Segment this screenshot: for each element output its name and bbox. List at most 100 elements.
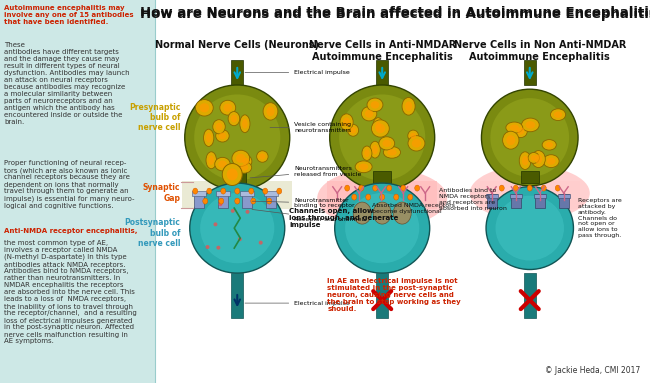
Ellipse shape <box>530 155 537 161</box>
Ellipse shape <box>532 151 545 168</box>
Text: Proper functioning of neural recep-
tors (which are also known as ionic
channel : Proper functioning of neural recep- tors… <box>4 160 135 209</box>
Bar <box>480 181 580 209</box>
Text: Electrical impulse: Electrical impulse <box>245 301 350 306</box>
Ellipse shape <box>365 110 373 118</box>
Ellipse shape <box>376 124 385 133</box>
Ellipse shape <box>242 158 249 165</box>
FancyBboxPatch shape <box>558 194 570 198</box>
Ellipse shape <box>196 100 213 116</box>
Ellipse shape <box>470 165 590 221</box>
Ellipse shape <box>547 158 556 165</box>
Ellipse shape <box>555 185 560 191</box>
FancyBboxPatch shape <box>266 192 276 208</box>
Ellipse shape <box>339 95 425 180</box>
FancyBboxPatch shape <box>231 60 243 85</box>
Ellipse shape <box>200 193 274 263</box>
Ellipse shape <box>335 183 430 273</box>
Ellipse shape <box>486 187 573 270</box>
Ellipse shape <box>209 155 214 165</box>
Ellipse shape <box>352 194 357 200</box>
Ellipse shape <box>370 141 380 158</box>
Ellipse shape <box>495 196 564 260</box>
Ellipse shape <box>410 133 416 139</box>
FancyBboxPatch shape <box>486 194 498 198</box>
Ellipse shape <box>372 145 378 154</box>
Ellipse shape <box>528 152 540 163</box>
Bar <box>155 0 650 383</box>
FancyBboxPatch shape <box>242 192 252 208</box>
Text: Autoimmune encephalitis may
involve any one of 15 antibodies
that have been iden: Autoimmune encephalitis may involve any … <box>4 5 134 25</box>
Text: Nerve Cells in Non Anti-NMDAR
Autoimmune Encephalitis: Nerve Cells in Non Anti-NMDAR Autoimmune… <box>454 40 626 62</box>
Text: Neurotransmitter
binding to receptor: Neurotransmitter binding to receptor <box>252 198 355 208</box>
Ellipse shape <box>231 209 235 213</box>
Ellipse shape <box>220 100 236 115</box>
Ellipse shape <box>193 188 198 194</box>
Ellipse shape <box>238 237 242 241</box>
Text: Antibodies bind to
NMDA receptors
and receptors are
absorbed into neuron: Antibodies bind to NMDA receptors and re… <box>439 188 507 211</box>
Ellipse shape <box>218 160 227 168</box>
Ellipse shape <box>242 119 248 129</box>
Ellipse shape <box>387 149 396 155</box>
Ellipse shape <box>232 150 250 167</box>
Ellipse shape <box>400 185 406 191</box>
FancyBboxPatch shape <box>524 273 536 318</box>
Text: Nerve Cells in Anti-NMDAR
Autoimmune Encephalitis: Nerve Cells in Anti-NMDAR Autoimmune Enc… <box>309 40 456 62</box>
Ellipse shape <box>517 127 525 134</box>
Ellipse shape <box>499 185 504 191</box>
Ellipse shape <box>227 169 238 180</box>
Ellipse shape <box>194 95 280 180</box>
FancyBboxPatch shape <box>376 60 388 85</box>
Ellipse shape <box>251 198 255 204</box>
Ellipse shape <box>543 155 559 168</box>
FancyBboxPatch shape <box>265 191 278 196</box>
Ellipse shape <box>213 223 218 226</box>
Text: Channels open, allow
ions through, and generate
impulse: Channels open, allow ions through, and g… <box>289 208 398 228</box>
FancyBboxPatch shape <box>510 194 522 198</box>
Ellipse shape <box>240 155 252 168</box>
Text: Receptors are
attacked by
antibody.
Channels do
not open or
allow ions to
pass t: Receptors are attacked by antibody. Chan… <box>578 198 621 238</box>
Ellipse shape <box>375 121 381 131</box>
Text: Normal Nerve Cells (Neurons): Normal Nerve Cells (Neurons) <box>155 40 319 50</box>
Ellipse shape <box>203 129 214 146</box>
FancyBboxPatch shape <box>373 171 391 183</box>
Ellipse shape <box>551 109 566 121</box>
Text: Synaptic
Gap: Synaptic Gap <box>143 183 180 203</box>
Text: Receptor and channel: Receptor and channel <box>252 210 363 222</box>
Ellipse shape <box>364 149 370 157</box>
Ellipse shape <box>235 198 240 204</box>
Ellipse shape <box>412 139 421 147</box>
Ellipse shape <box>240 164 248 171</box>
Ellipse shape <box>366 194 370 200</box>
Ellipse shape <box>525 121 535 129</box>
Text: Presynaptic
bulb of
nerve cell: Presynaptic bulb of nerve cell <box>129 103 180 133</box>
Ellipse shape <box>502 131 519 149</box>
Ellipse shape <box>236 154 246 163</box>
Ellipse shape <box>554 111 562 118</box>
Ellipse shape <box>506 122 523 133</box>
Ellipse shape <box>257 151 268 162</box>
Ellipse shape <box>514 124 527 137</box>
Ellipse shape <box>219 133 226 139</box>
Ellipse shape <box>387 185 392 191</box>
Text: the most common type of AE,
involves a receptor called NMDA
(N-methyl D-aspartat: the most common type of AE, involves a r… <box>4 240 136 344</box>
Ellipse shape <box>216 130 229 142</box>
Text: Postsynaptic
bulb of
nerve cell: Postsynaptic bulb of nerve cell <box>124 218 180 248</box>
Ellipse shape <box>361 106 377 121</box>
FancyBboxPatch shape <box>559 194 569 208</box>
Ellipse shape <box>519 152 531 169</box>
Ellipse shape <box>372 118 384 135</box>
Ellipse shape <box>545 142 553 148</box>
Text: Vesicle containing
neurotransmitters: Vesicle containing neurotransmitters <box>270 122 352 133</box>
Ellipse shape <box>259 241 263 245</box>
Ellipse shape <box>408 130 419 142</box>
Ellipse shape <box>482 89 578 186</box>
FancyBboxPatch shape <box>511 194 521 208</box>
FancyBboxPatch shape <box>231 273 243 318</box>
Ellipse shape <box>490 98 569 177</box>
Ellipse shape <box>359 185 364 191</box>
Ellipse shape <box>408 136 425 151</box>
FancyBboxPatch shape <box>192 191 206 196</box>
FancyBboxPatch shape <box>218 192 228 208</box>
Ellipse shape <box>216 123 222 131</box>
Ellipse shape <box>372 185 378 191</box>
